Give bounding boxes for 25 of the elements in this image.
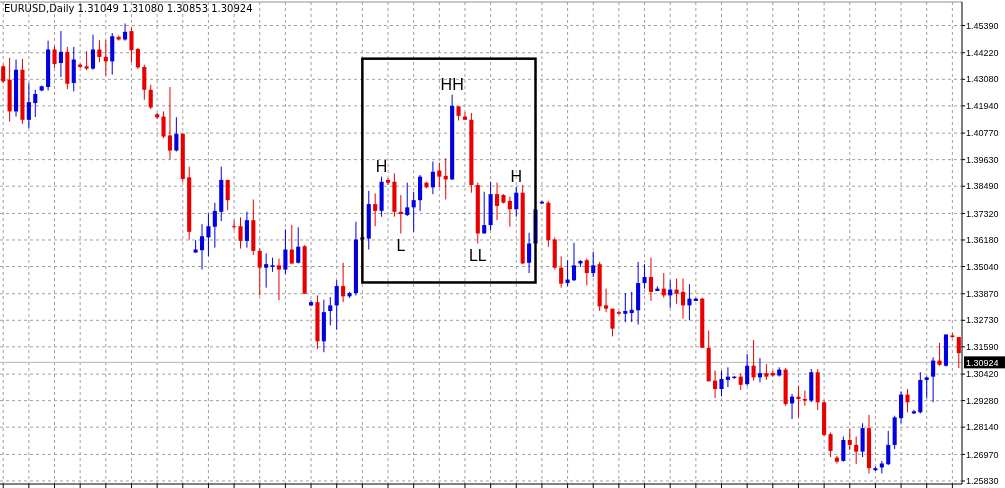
y-tick-label: 1.41940 <box>966 101 999 111</box>
y-tick-label: 1.37320 <box>966 208 999 219</box>
y-tick-label: 1.43080 <box>966 74 999 85</box>
y-tick-label: 1.44220 <box>966 47 999 58</box>
y-tick-label: 1.32730 <box>966 315 999 326</box>
y-tick-label: 1.45390 <box>966 20 999 31</box>
y-tick-label: 1.31590 <box>966 342 999 352</box>
y-tick-label: 1.35040 <box>966 261 999 272</box>
chart-title: EURUSD,Daily 1.31049 1.31080 1.30853 1.30924 <box>4 3 253 14</box>
y-tick-label: 1.38490 <box>966 181 999 192</box>
annotation: HH <box>440 75 464 93</box>
y-tick-label: 1.28140 <box>966 422 999 433</box>
annotation: H <box>375 157 388 175</box>
y-tick-label: 1.26970 <box>966 449 999 460</box>
annotation: LL <box>468 247 487 265</box>
y-tick-label: 1.40770 <box>966 128 999 139</box>
annotation: L <box>396 237 406 255</box>
y-tick-label: 1.36180 <box>966 235 999 246</box>
y-tick-label: 1.33870 <box>966 288 999 299</box>
y-tick-label: 1.25830 <box>966 476 999 487</box>
y-tick-label: 1.29280 <box>966 395 999 406</box>
ref-line-label: 1.30924 <box>966 357 999 368</box>
y-tick-label: 1.39630 <box>966 154 999 165</box>
annotation: H <box>510 167 523 185</box>
y-tick-label: 1.30420 <box>966 369 999 380</box>
